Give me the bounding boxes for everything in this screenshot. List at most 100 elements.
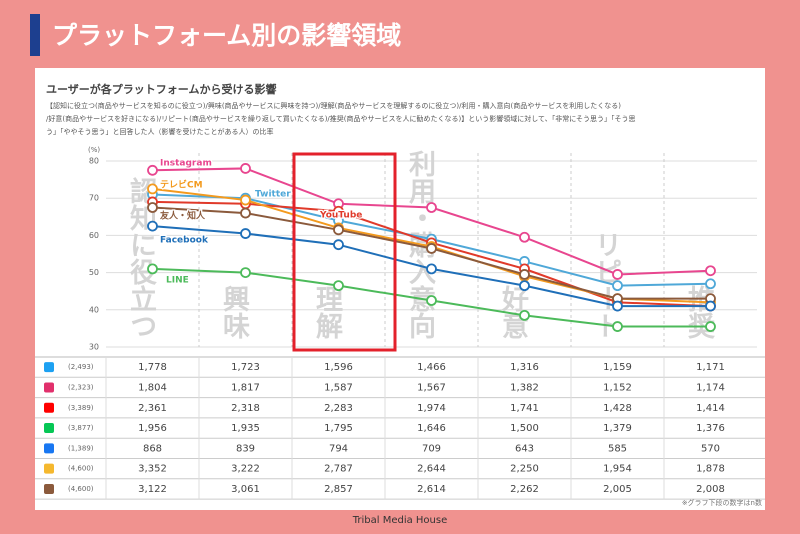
table-cell: 3,222 <box>231 464 260 475</box>
table-cell: 1,723 <box>231 362 260 373</box>
table-cell: 1,428 <box>603 403 632 414</box>
point <box>519 269 530 280</box>
series-label: Instagram <box>160 159 212 169</box>
row-icon <box>44 463 54 474</box>
row-n: (4,600) <box>68 465 94 473</box>
y-unit: (%) <box>88 146 100 154</box>
table-cell: 2,005 <box>603 484 632 495</box>
series-label: Facebook <box>160 236 209 246</box>
row-n: (3,877) <box>68 424 94 432</box>
table-cell: 1,159 <box>603 362 632 373</box>
point <box>705 321 716 332</box>
table-cell: 1,804 <box>138 382 167 393</box>
point <box>519 309 530 321</box>
table-cell: 2,614 <box>417 484 446 495</box>
row-n: (2,323) <box>68 383 94 391</box>
point <box>240 228 251 239</box>
point <box>426 243 437 254</box>
table-note: ※グラフ下段の数字はn数 <box>682 498 762 507</box>
point <box>333 239 344 251</box>
table-cell: 1,587 <box>324 382 353 393</box>
point <box>240 194 251 206</box>
table-cell: 1,376 <box>696 423 725 434</box>
description-line: /好意(商品やサービスを好きになる)/リピート(商品やサービスを繰り返して買いた… <box>46 114 636 123</box>
table-cell: 1,935 <box>231 423 260 434</box>
highlight-box <box>292 152 397 352</box>
point <box>333 205 344 217</box>
table-cell: 2,262 <box>510 484 539 495</box>
point <box>240 267 251 279</box>
series-label: 友人・知人 <box>160 210 206 222</box>
table-cell: 1,778 <box>138 362 167 373</box>
chart-subtitle: ユーザーが各プラットフォームから受ける影響 <box>46 82 276 96</box>
table-cell: 1,174 <box>696 382 725 393</box>
row-icon <box>44 362 54 373</box>
table-cell: 1,956 <box>138 423 167 434</box>
table-cell: 2,008 <box>696 484 725 495</box>
y-tick-label: 40 <box>89 305 99 314</box>
panel <box>35 68 765 510</box>
page-title: プラットフォーム別の影響領域 <box>52 21 401 50</box>
series-label: YouTube <box>319 211 362 221</box>
point <box>519 280 530 292</box>
point <box>333 224 344 236</box>
table-cell: 1,596 <box>324 362 353 373</box>
table-cell: 3,061 <box>231 484 260 495</box>
point <box>705 300 716 312</box>
table-cell: 2,361 <box>138 403 167 414</box>
point <box>426 202 437 213</box>
series-label: LINE <box>166 276 189 286</box>
table-cell: 1,379 <box>603 423 632 434</box>
row-n: (3,389) <box>68 404 94 412</box>
table-cell: 2,857 <box>324 484 353 495</box>
row-n: (1,389) <box>68 444 94 452</box>
table-cell: 1,741 <box>510 403 539 414</box>
point <box>426 263 437 275</box>
data-table: (2,493) 1,778 1,723 1,596 1,466 1,316 1,159 1,1… <box>35 356 765 500</box>
description: 【認知に役立つ(商品やサービスを知るのに役立つ)/興味(商品やサービスに興味を持… <box>46 101 636 136</box>
table-cell: 643 <box>515 443 534 454</box>
table-cell: 1,878 <box>696 464 725 475</box>
row-icon <box>44 402 54 413</box>
table-cell: 2,318 <box>231 403 260 414</box>
point <box>426 295 437 306</box>
table-cell: 1,152 <box>603 382 632 393</box>
table-cell: 1,414 <box>696 403 725 414</box>
point <box>705 265 716 277</box>
y-tick-label: 60 <box>89 231 99 240</box>
category-label: 理解 <box>311 285 343 340</box>
row-icon <box>44 382 54 393</box>
point <box>147 164 158 176</box>
point <box>333 280 344 292</box>
series-label: Twitter <box>255 190 291 200</box>
table-cell: 709 <box>422 443 441 454</box>
table-cell: 2,787 <box>324 464 353 475</box>
point <box>147 183 158 195</box>
table-cell: 1,817 <box>231 382 260 393</box>
table-cell: 1,974 <box>417 403 446 414</box>
point <box>240 163 251 174</box>
table-cell: 1,171 <box>696 362 725 373</box>
point <box>147 263 158 275</box>
footer: Tribal Media House <box>352 515 448 526</box>
series-label: テレビCM <box>160 179 203 191</box>
point <box>147 220 158 232</box>
table-cell: 3,352 <box>138 464 167 475</box>
point <box>612 321 623 332</box>
table-cell: 2,644 <box>417 464 446 475</box>
point <box>612 280 623 292</box>
table-cell: 570 <box>701 443 720 454</box>
row-n: (2,493) <box>68 363 94 371</box>
table-cell: 1,500 <box>510 423 539 434</box>
row-icon <box>44 423 54 434</box>
y-tick-label: 50 <box>89 268 99 277</box>
description-line: う」「ややそう思う」と回答した人（影響を受けたことがある人）の比率 <box>46 127 274 136</box>
table-cell: 839 <box>236 443 255 454</box>
point <box>147 202 158 213</box>
point <box>519 231 530 243</box>
table-cell: 1,795 <box>324 423 353 434</box>
description-line: 【認知に役立つ(商品やサービスを知るのに役立つ)/興味(商品やサービスに興味を持… <box>46 101 621 110</box>
table-cell: 1,466 <box>417 362 446 373</box>
